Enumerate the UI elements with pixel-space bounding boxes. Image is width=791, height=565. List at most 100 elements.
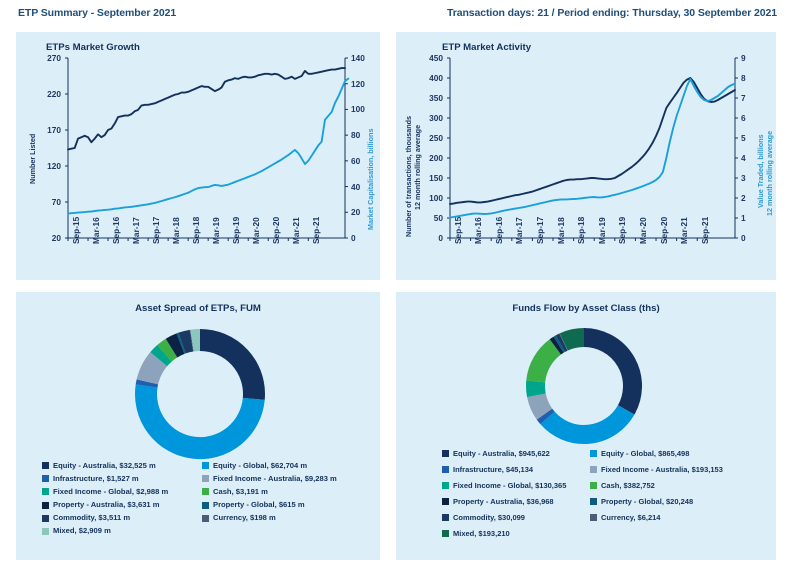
line-chart-etp-market-activity: 0 50 100 150 200 250 300 350 400 450 0 1 2 3 4 5 6 7 8 9 Sep… (396, 32, 776, 280)
legend-label: Infrastructure, $1,527 m (53, 474, 139, 484)
y2-axis-tick-label: 120 (351, 78, 365, 89)
legend-label: Infrastructure, $45,134 (453, 465, 534, 474)
legend-color-swatch (442, 450, 449, 458)
legend-color-swatch (42, 514, 49, 522)
legend-funds-flow-item: Cash, $382,752 (590, 482, 750, 490)
y-axis-tick-label: 70 (51, 197, 61, 207)
legend-label: Mixed, $193,210 (453, 529, 510, 538)
legend-color-swatch (202, 462, 209, 470)
legend-funds-flow-item: Property - Global, $20,248 (590, 498, 750, 506)
y2-axis-tick-label: 8 (741, 73, 746, 83)
legend-label: Equity - Australia, $945,622 (453, 449, 550, 458)
y-axis-tick-label: 350 (429, 93, 443, 103)
legend-color-swatch (442, 514, 449, 522)
y2-axis-title-market-cap: Market Capitalisation, billions (366, 128, 375, 230)
y2-axis-tick-label: 40 (351, 181, 361, 192)
donut-segment (555, 333, 568, 352)
panel-funds-flow: Funds Flow by Asset Class (ths) (396, 292, 776, 560)
legend-asset-spread-item: Currency, $198 m (202, 514, 367, 522)
y-axis-tick-label: 200 (429, 153, 443, 163)
legend-label: Fixed Income - Global, $2,988 m (53, 487, 169, 497)
y-axis-tick-label: 170 (47, 125, 61, 135)
y-axis-tick-label: 450 (429, 53, 443, 63)
legend-label: Commodity, $30,099 (453, 513, 525, 522)
panel-etp-market-activity: ETP Market Activity 0 50 100 150 200 250 300 35… (396, 32, 776, 280)
legend-color-swatch (590, 450, 597, 458)
donut-segment (176, 332, 186, 354)
y-axis-title-transactions: Number of transactions, thousands (404, 115, 413, 237)
legend-funds-flow-item: Currency, $6,214 (590, 514, 750, 522)
y2-axis-tick-label: 0 (741, 233, 746, 243)
y-axis-tick-label: 20 (51, 233, 61, 243)
donut-segment (526, 339, 562, 383)
legend-color-swatch (202, 514, 209, 522)
legend-funds-flow-item: Property - Australia, $36,968 (442, 498, 590, 506)
legend-color-swatch (442, 498, 449, 506)
y2-axis-tick-label: 0 (351, 233, 356, 243)
legend-asset-spread-item: Equity - Australia, $32,525 m (42, 462, 202, 470)
report-period: Transaction days: 21 / Period ending: Th… (446, 7, 777, 19)
donut-segment (178, 329, 194, 354)
panel-asset-spread: Asset Spread of ETPs, FUM (16, 292, 380, 560)
donut-segment (583, 328, 642, 415)
legend-asset-spread: Equity - Australia, $32,525 m Equity - Gl… (42, 462, 367, 535)
legend-asset-spread-item: Property - Global, $615 m (202, 501, 367, 509)
y2-axis-tick-label: 100 (351, 104, 365, 115)
legend-asset-spread-item: Cash, $3,191 m (202, 488, 367, 496)
y-axis-subtitle-rolling: 12 month rolling average (413, 124, 422, 210)
y2-axis-tick-label: 4 (741, 153, 746, 163)
chart-title-activity: ETP Market Activity (442, 42, 532, 53)
legend-label: Equity - Australia, $32,525 m (53, 461, 156, 470)
report-header: ETP Summary - September 2021 Transaction… (0, 0, 791, 26)
legend-color-swatch (42, 475, 49, 483)
legend-label: Commodity, $3,511 m (53, 513, 131, 523)
report-title: ETP Summary - September 2021 (18, 7, 177, 19)
y2-axis-tick-label: 6 (741, 113, 746, 123)
legend-funds-flow-item: Fixed Income - Australia, $193,153 (590, 466, 750, 474)
legend-color-swatch (590, 482, 597, 490)
y-axis-tick-label: 100 (429, 193, 443, 203)
legend-color-swatch (442, 482, 449, 490)
legend-color-swatch (202, 488, 209, 496)
donut-segment (199, 329, 265, 400)
y2-axis-tick-label: 9 (741, 53, 746, 63)
legend-label: Cash, $3,191 m (213, 487, 268, 497)
legend-asset-spread-item: Fixed Income - Global, $2,988 m (42, 488, 202, 496)
legend-color-swatch (442, 466, 449, 474)
line-chart-etps-market-growth: 20 70 120 170 220 270 0 20 40 60 80 100 120 140 Sep-15… (16, 32, 380, 280)
legend-funds-flow-item: Commodity, $30,099 (442, 514, 590, 522)
legend-asset-spread-item: Fixed Income - Australia, $9,283 m (202, 475, 367, 483)
donut-segment (135, 379, 159, 388)
donut-segment (527, 393, 553, 420)
y-axis-tick-label: 220 (47, 89, 61, 99)
legend-asset-spread-item: Infrastructure, $1,527 m (42, 475, 202, 483)
legend-funds-flow: Equity - Australia, $945,622 Equity - Glo… (442, 450, 750, 538)
donut-segment (157, 338, 178, 362)
legend-label: Equity - Global, $865,498 (601, 449, 690, 458)
legend-color-swatch (202, 501, 209, 509)
legend-funds-flow-item: Fixed Income - Global, $130,365 (442, 482, 590, 490)
legend-label: Currency, $198 m (213, 513, 276, 523)
legend-asset-spread-item: Equity - Global, $62,704 m (202, 462, 367, 470)
panel-etps-market-growth: ETPs Market Growth 20 70 120 170 220 270 0 20 40… (16, 32, 380, 280)
legend-label: Property - Australia, $3,631 m (53, 500, 160, 510)
legend-color-swatch (42, 527, 49, 535)
y2-axis-tick-label: 20 (351, 207, 361, 218)
legend-label: Equity - Global, $62,704 m (213, 461, 308, 470)
legend-funds-flow-item: Equity - Global, $865,498 (590, 450, 750, 458)
donut-segment (536, 408, 555, 425)
chart-title-asset-spread: Asset Spread of ETPs, FUM (135, 303, 261, 314)
y2-axis-tick-label: 140 (351, 53, 365, 63)
legend-asset-spread-item: Commodity, $3,511 m (42, 514, 202, 522)
legend-color-swatch (590, 466, 597, 474)
donut-segment (540, 404, 635, 444)
legend-label: Property - Global, $615 m (213, 500, 305, 510)
donut-chart-asset-spread (16, 292, 380, 560)
legend-label: Property - Australia, $36,968 (453, 497, 554, 506)
donut-segment (560, 328, 585, 351)
legend-label: Fixed Income - Australia, $193,153 (601, 465, 723, 474)
legend-label: Cash, $382,752 (601, 481, 655, 490)
legend-color-swatch (202, 475, 209, 483)
legend-label: Fixed Income - Global, $130,365 (453, 481, 567, 490)
legend-funds-flow-item: Equity - Australia, $945,622 (442, 450, 590, 458)
